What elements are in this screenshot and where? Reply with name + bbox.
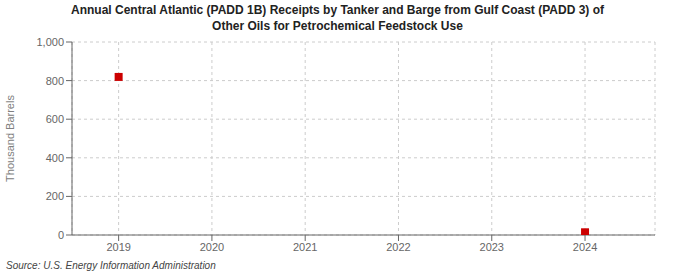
svg-text:400: 400 [46, 152, 64, 164]
html-text:Annual Central Atlantic (PADD: Annual Central Atlantic (PADD 1B) Receip… [71, 3, 604, 17]
svg-text:2022: 2022 [386, 241, 410, 253]
html-text:Other Oils for Petrochemical F: Other Oils for Petrochemical Feedstock U… [212, 19, 463, 33]
svg-text:2019: 2019 [106, 241, 130, 253]
svg-text:1,000: 1,000 [36, 36, 64, 48]
svg-text:600: 600 [46, 113, 64, 125]
svg-text:0: 0 [58, 229, 64, 241]
svg-text:2020: 2020 [200, 241, 224, 253]
html-text:Source: U.S. Energy Informatio: Source: U.S. Energy Information Administ… [6, 260, 216, 271]
svg-text:200: 200 [46, 190, 64, 202]
svg-text:2024: 2024 [573, 241, 597, 253]
svg-text:Thousand Barrels: Thousand Barrels [8, 95, 16, 182]
svg-text:2023: 2023 [480, 241, 504, 253]
svg-text:2021: 2021 [293, 241, 317, 253]
svg-text:800: 800 [46, 75, 64, 87]
